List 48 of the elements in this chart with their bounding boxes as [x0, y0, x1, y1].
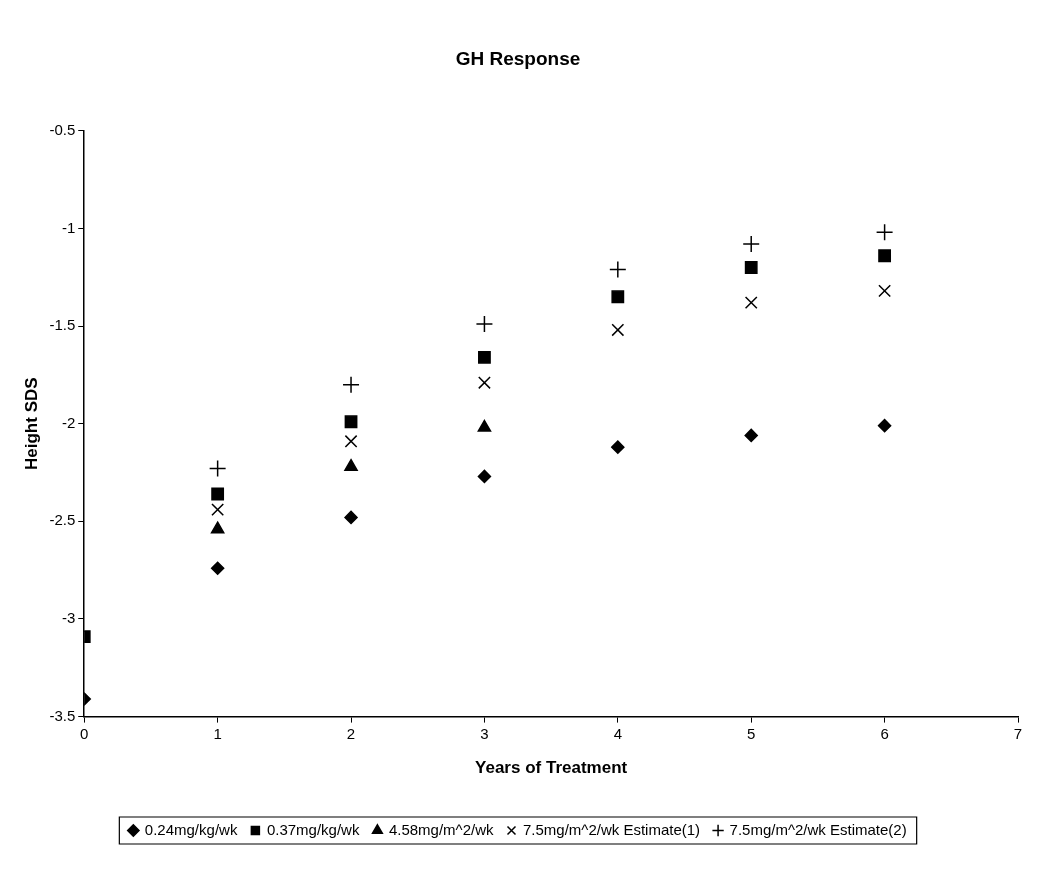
x-tick-label: 2	[346, 724, 356, 742]
point	[477, 469, 492, 484]
point	[344, 510, 358, 525]
point	[878, 284, 892, 298]
legend-label: 7.5mg/m^2/wk Estimate(2)	[729, 820, 907, 838]
point	[744, 296, 758, 310]
point	[742, 235, 760, 253]
point	[877, 418, 892, 433]
point	[611, 440, 625, 454]
point	[478, 376, 491, 390]
point	[478, 350, 491, 364]
x-tick-label: 6	[880, 724, 889, 742]
point	[611, 323, 625, 337]
point	[875, 223, 894, 242]
point	[344, 415, 358, 429]
point	[208, 459, 227, 478]
legend-label: 0.37mg/kg/wk	[266, 820, 360, 838]
point	[210, 561, 225, 575]
point	[878, 249, 892, 263]
point	[609, 260, 627, 279]
x-axis-title: Years of Treatment	[475, 758, 628, 778]
x-tick-label: 1	[213, 724, 222, 742]
point	[210, 521, 225, 534]
point	[475, 315, 494, 333]
point	[611, 290, 625, 304]
x-tick-label: 7	[1013, 724, 1023, 742]
y-tick-label: -1.5	[49, 316, 76, 334]
y-tick-label: -3	[61, 609, 76, 627]
x-tick-label: 0	[80, 724, 89, 742]
legend-label: 4.58mg/m^2/wk	[388, 820, 494, 838]
point	[211, 487, 225, 501]
x-tick-label: 4	[613, 724, 622, 742]
y-tick-label: -0.5	[49, 120, 76, 138]
point	[744, 428, 758, 443]
y-tick-label: -2.5	[49, 511, 76, 529]
legend-label: 0.24mg/kg/wk	[144, 820, 238, 838]
point	[211, 503, 225, 517]
y-axis-title: Height SDS	[21, 377, 41, 470]
point	[744, 261, 758, 274]
y-tick-label: -1	[61, 218, 76, 236]
y-tick-label: -3.5	[49, 706, 76, 724]
chart-title: GH Response	[455, 47, 581, 69]
point	[342, 375, 360, 394]
y-tick-label: -2	[61, 413, 76, 431]
legend-label: 7.5mg/m^2/wk Estimate(1)	[522, 820, 701, 838]
point	[344, 434, 358, 448]
x-tick-label: 3	[480, 724, 489, 742]
x-tick-label: 5	[747, 724, 756, 742]
